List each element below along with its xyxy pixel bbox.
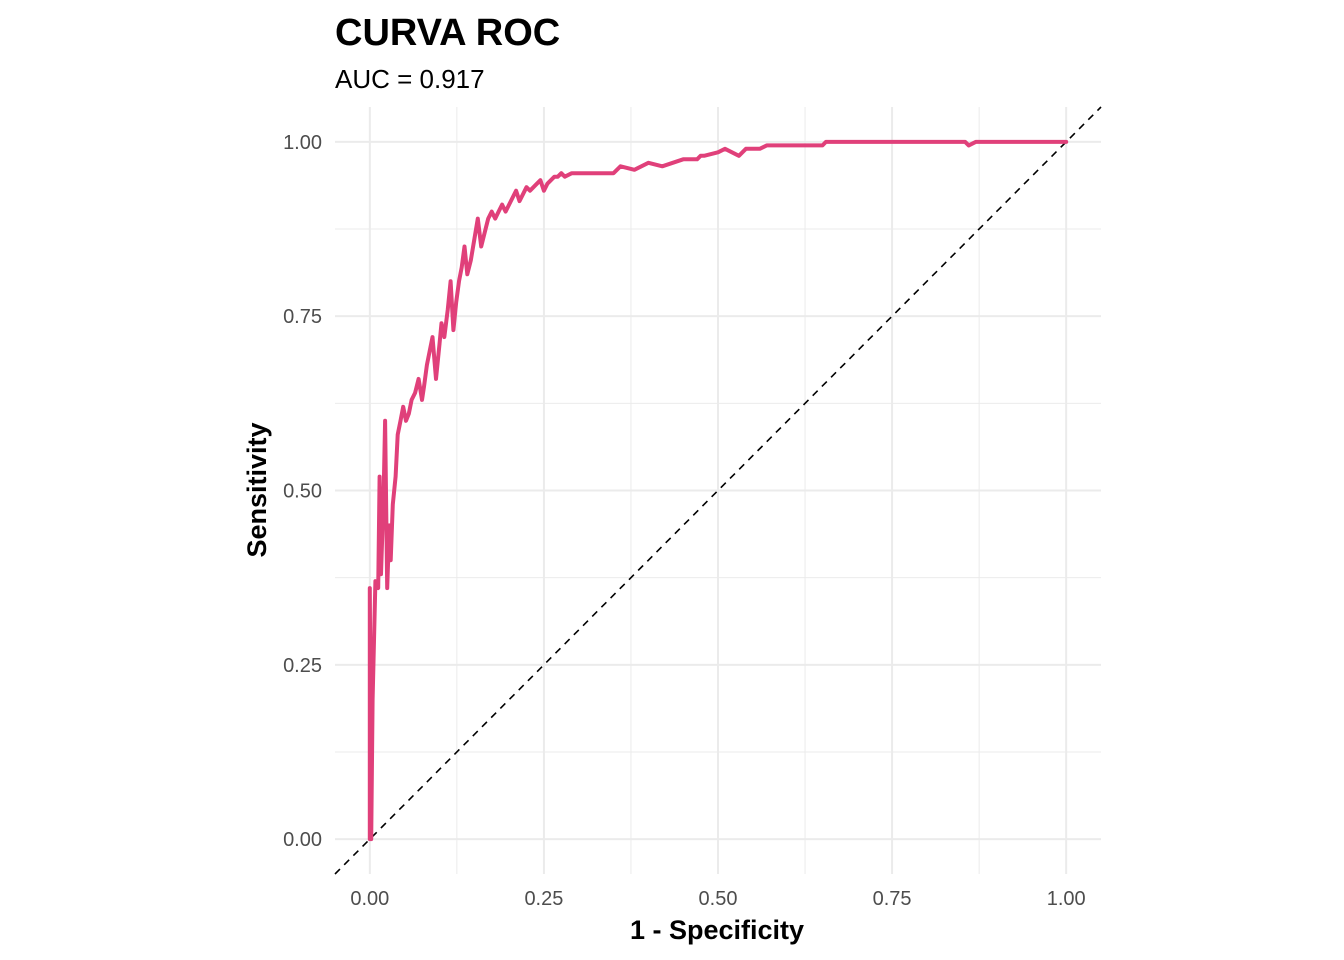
y-tick-labels: 0.00 0.25 0.50 0.75 1.00 bbox=[283, 132, 322, 851]
x-tick-label: 0.50 bbox=[699, 888, 738, 910]
grid-major bbox=[335, 107, 1101, 874]
y-tick-label: 0.25 bbox=[283, 655, 322, 677]
x-tick-label: 0.75 bbox=[873, 888, 912, 910]
reference-diagonal-line bbox=[334, 106, 1102, 875]
x-tick-label: 0.00 bbox=[350, 888, 389, 910]
reference-layer bbox=[334, 106, 1102, 875]
y-tick-label: 0.50 bbox=[283, 481, 322, 503]
x-tick-label: 0.25 bbox=[524, 888, 563, 910]
y-axis-title: Sensitivity bbox=[242, 422, 272, 557]
x-tick-labels: 0.00 0.25 0.50 0.75 1.00 bbox=[350, 888, 1085, 910]
series-layer bbox=[367, 139, 1069, 842]
y-tick-label: 1.00 bbox=[283, 132, 322, 154]
y-tick-label: 0.75 bbox=[283, 306, 322, 328]
chart-subtitle: AUC = 0.917 bbox=[335, 64, 485, 94]
x-tick-label: 1.00 bbox=[1047, 888, 1086, 910]
roc-curve-line bbox=[367, 139, 1069, 842]
y-tick-label: 0.00 bbox=[283, 829, 322, 851]
chart-title: CURVA ROC bbox=[335, 12, 560, 54]
x-axis-title: 1 - Specificity bbox=[630, 915, 804, 945]
